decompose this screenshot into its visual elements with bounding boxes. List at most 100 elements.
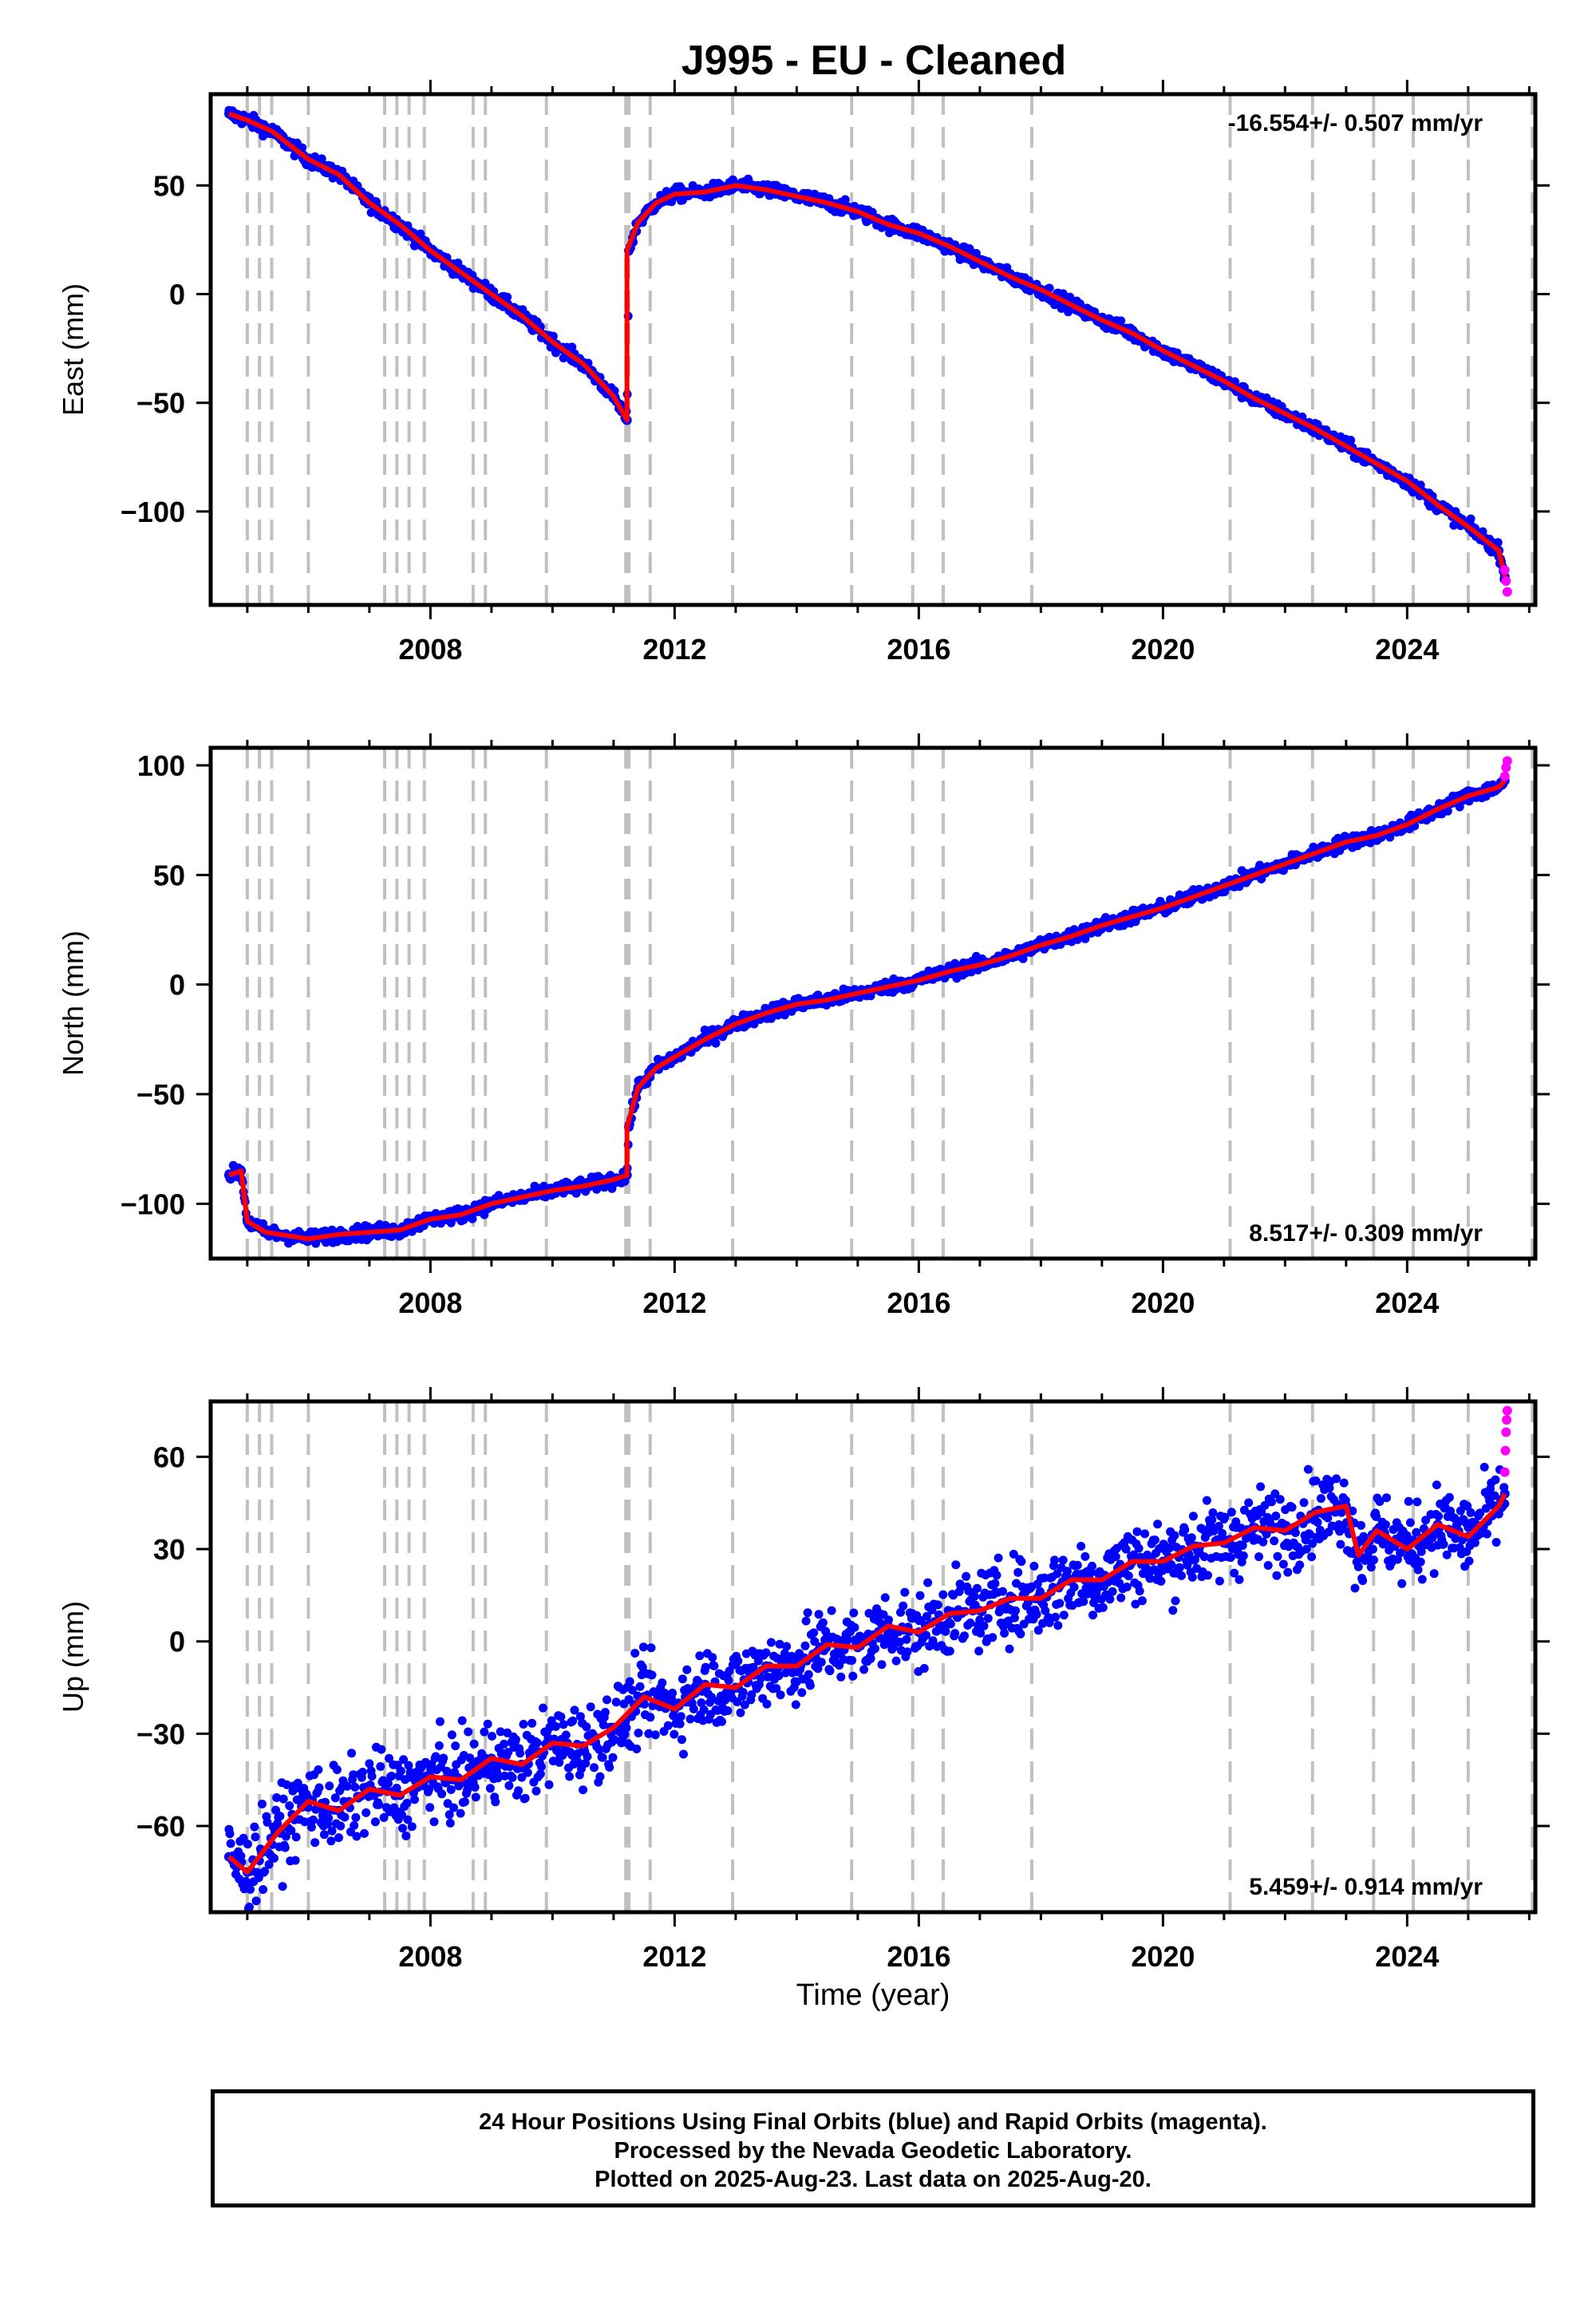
final-point bbox=[1230, 1568, 1239, 1578]
x-tick-label: 2024 bbox=[1375, 1286, 1439, 1319]
final-point bbox=[342, 1781, 352, 1791]
final-point bbox=[402, 1798, 412, 1808]
final-point bbox=[825, 1666, 835, 1676]
y-axis-label: East (mm) bbox=[57, 283, 89, 416]
final-point bbox=[595, 1745, 604, 1754]
final-point bbox=[1476, 1508, 1485, 1518]
final-point bbox=[1299, 1498, 1309, 1508]
final-point bbox=[361, 1808, 371, 1817]
x-tick-label: 2016 bbox=[887, 1286, 950, 1319]
final-point bbox=[336, 1821, 346, 1831]
final-point bbox=[933, 1600, 942, 1610]
final-point bbox=[598, 1753, 607, 1762]
final-point bbox=[573, 1749, 583, 1758]
final-point bbox=[776, 1690, 785, 1700]
final-point bbox=[539, 1703, 547, 1713]
x-axis-label: Time (year) bbox=[796, 1978, 950, 2012]
final-point bbox=[1307, 1552, 1317, 1562]
final-point bbox=[915, 1591, 925, 1600]
final-point bbox=[532, 1738, 542, 1748]
final-point bbox=[561, 1730, 571, 1740]
final-point bbox=[809, 1628, 819, 1638]
final-point bbox=[814, 1610, 824, 1619]
final-point bbox=[1463, 1501, 1472, 1511]
final-point bbox=[1053, 1621, 1063, 1630]
final-point bbox=[1244, 1498, 1254, 1508]
final-point bbox=[1032, 1610, 1041, 1619]
final-point bbox=[1295, 1560, 1305, 1570]
final-point bbox=[1256, 1482, 1266, 1492]
final-point bbox=[334, 1833, 343, 1843]
final-point bbox=[847, 1656, 857, 1665]
final-point bbox=[575, 1712, 585, 1721]
final-point bbox=[974, 1646, 984, 1656]
final-point bbox=[899, 1601, 908, 1611]
final-point bbox=[445, 1818, 455, 1828]
final-point bbox=[1275, 1495, 1285, 1504]
final-point bbox=[620, 1729, 630, 1739]
final-point bbox=[1491, 1475, 1500, 1484]
final-point bbox=[1017, 1557, 1026, 1567]
final-point bbox=[836, 1672, 846, 1682]
final-point bbox=[983, 1614, 993, 1623]
final-point bbox=[675, 1719, 685, 1729]
final-point bbox=[1203, 1571, 1212, 1580]
final-point bbox=[226, 1839, 235, 1848]
final-point bbox=[800, 1641, 810, 1650]
final-point bbox=[286, 1826, 296, 1836]
final-point bbox=[407, 1822, 417, 1832]
final-orbit-points bbox=[223, 1462, 1510, 1912]
final-point bbox=[1456, 1506, 1465, 1516]
final-point bbox=[1088, 1611, 1097, 1620]
final-point bbox=[1257, 1508, 1266, 1516]
x-tick-label: 2012 bbox=[642, 633, 706, 666]
final-point bbox=[437, 1789, 447, 1799]
y-tick-label: 30 bbox=[153, 1533, 185, 1566]
final-point bbox=[1287, 1503, 1297, 1512]
final-point bbox=[600, 1708, 610, 1717]
final-point bbox=[370, 1817, 380, 1827]
final-point bbox=[1220, 1512, 1230, 1522]
final-point bbox=[960, 1631, 969, 1641]
final-point bbox=[1063, 1567, 1072, 1576]
final-point bbox=[1111, 1552, 1120, 1561]
rapid-point bbox=[1499, 1467, 1510, 1477]
final-point bbox=[1167, 1560, 1176, 1569]
final-point bbox=[733, 1697, 742, 1706]
final-point bbox=[1009, 1549, 1018, 1559]
final-point bbox=[689, 1704, 698, 1713]
rapid-point bbox=[1499, 565, 1510, 575]
final-point bbox=[579, 1785, 588, 1795]
final-point bbox=[1183, 1560, 1192, 1570]
final-point bbox=[551, 1721, 560, 1731]
final-point bbox=[1177, 1571, 1186, 1580]
final-point bbox=[736, 1708, 745, 1717]
final-point bbox=[500, 1739, 508, 1749]
final-point bbox=[1168, 1606, 1178, 1615]
footer-box: 24 Hour Positions Using Final Orbits (bl… bbox=[211, 2089, 1535, 2207]
final-point bbox=[1226, 1553, 1235, 1563]
final-point bbox=[349, 1770, 358, 1780]
final-point bbox=[325, 1781, 334, 1791]
final-point bbox=[310, 1838, 320, 1848]
final-point bbox=[962, 1571, 971, 1581]
chart-title: J995 - EU - Cleaned bbox=[681, 38, 1067, 84]
final-point bbox=[1140, 1529, 1150, 1539]
final-point bbox=[1263, 1561, 1273, 1570]
final-point bbox=[774, 1671, 784, 1681]
final-point bbox=[1464, 1556, 1474, 1566]
final-point bbox=[471, 1792, 480, 1802]
final-point bbox=[695, 1651, 705, 1661]
final-point bbox=[658, 1678, 667, 1688]
final-point bbox=[946, 1619, 955, 1629]
final-point bbox=[449, 1803, 458, 1812]
final-point bbox=[263, 1817, 272, 1827]
final-point bbox=[508, 1773, 517, 1782]
final-point bbox=[880, 1593, 890, 1603]
rapid-point bbox=[1502, 587, 1512, 597]
x-tick-label: 2016 bbox=[887, 633, 950, 666]
final-point bbox=[398, 1824, 407, 1833]
x-tick-label: 2016 bbox=[887, 1940, 950, 1973]
plot-frame bbox=[208, 92, 1538, 607]
final-point bbox=[468, 1214, 477, 1223]
